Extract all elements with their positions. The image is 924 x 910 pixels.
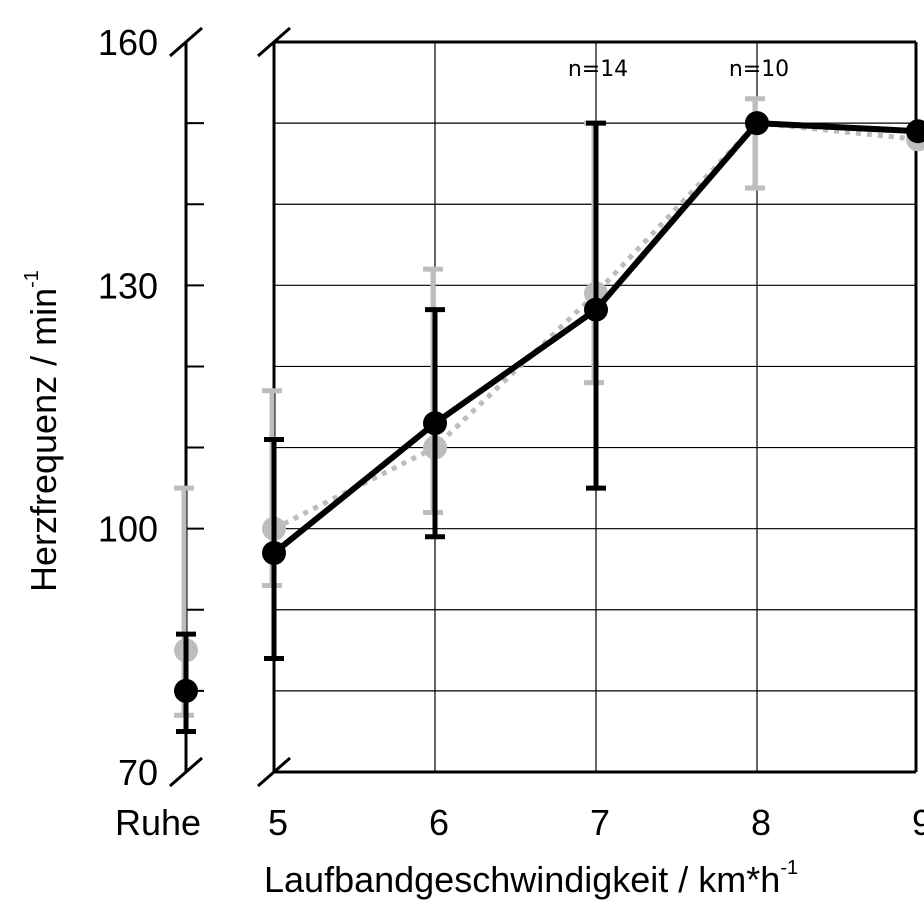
x-axis-ticks: 5 6 7 8 9 — [268, 802, 924, 843]
y-axis-title-text: Herzfrequenz / min — [23, 288, 64, 592]
data-point — [262, 541, 286, 565]
data-point — [745, 111, 769, 136]
axis-break-mark — [257, 26, 291, 58]
x-tick-label: 7 — [590, 802, 610, 843]
sample-size-label: n=10 — [729, 57, 789, 82]
data-point — [906, 119, 924, 144]
y-axis-title-superscript: -1 — [21, 270, 43, 288]
y-tick-label: 100 — [98, 509, 158, 550]
data-point — [423, 411, 447, 436]
x-tick-label: 8 — [751, 802, 771, 843]
x-axis-title-text: Laufbandgeschwindigkeit / km*h — [264, 859, 780, 900]
x-axis-title-superscript: -1 — [780, 857, 798, 879]
x-tick-label: 5 — [268, 802, 288, 843]
data-point-rest — [174, 678, 198, 703]
y-axis: 70 100 130 160 — [98, 22, 204, 793]
y-tick-label: 160 — [98, 22, 158, 63]
annotations: n=14 n=10 — [568, 57, 789, 82]
x-tick-label-rest: Ruhe — [115, 802, 201, 843]
axis-break-mark — [257, 756, 291, 788]
y-tick-label: 70 — [118, 752, 158, 793]
data-point — [584, 297, 608, 322]
x-tick-label: 6 — [429, 802, 449, 843]
x-axis-title: Laufbandgeschwindigkeit / km*h-1 — [264, 857, 798, 900]
y-tick-label: 130 — [98, 265, 158, 306]
sample-size-label: n=14 — [568, 57, 628, 82]
series-layer — [174, 96, 924, 734]
series-solid — [174, 111, 924, 734]
y-axis-title: Herzfrequenz / min-1 — [21, 270, 64, 592]
x-tick-label: 9 — [912, 802, 924, 843]
series-dotted — [174, 96, 924, 718]
